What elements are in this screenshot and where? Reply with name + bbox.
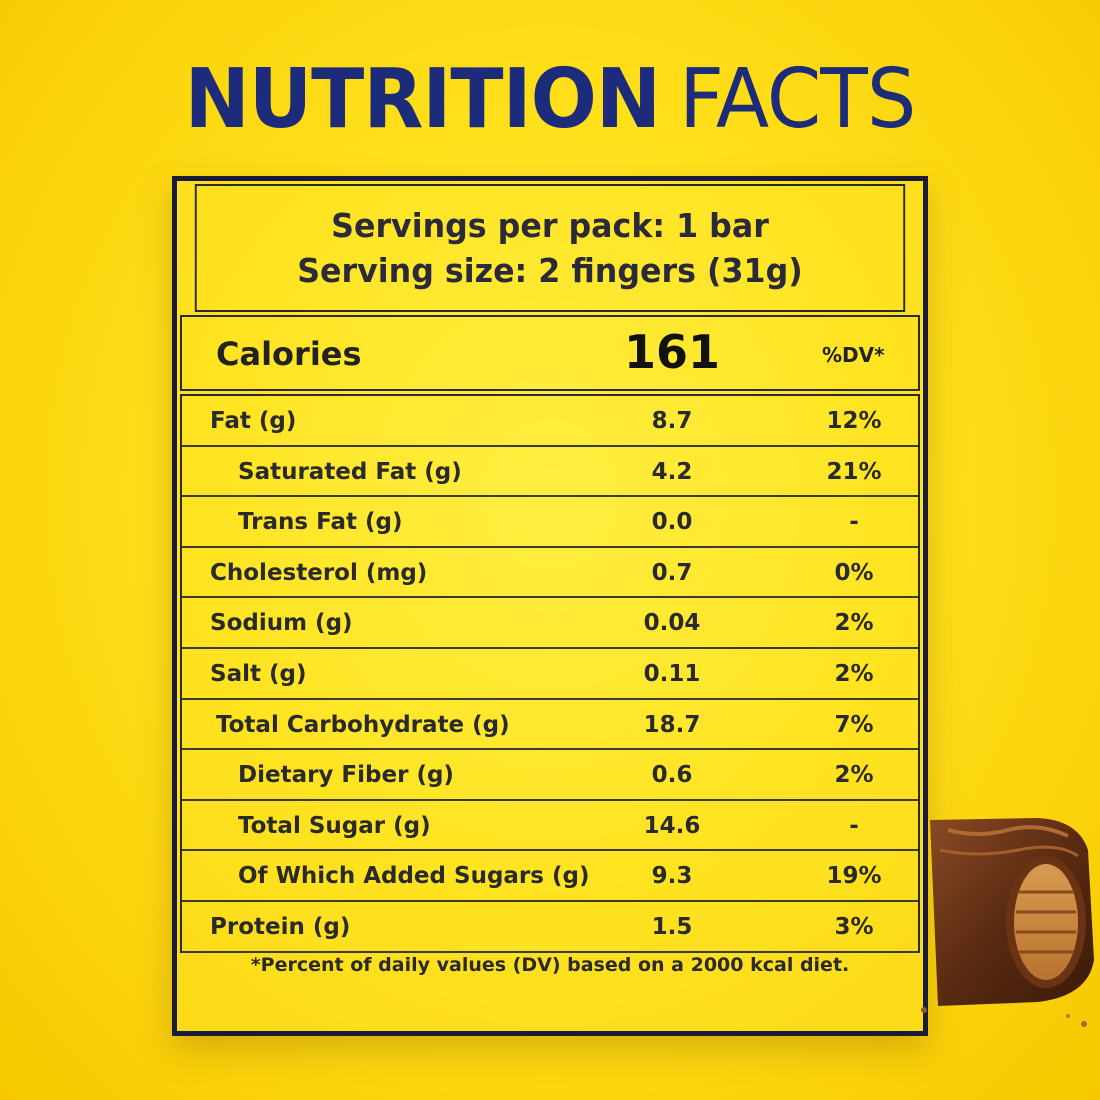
- nutrient-value: 4.2: [651, 458, 693, 485]
- nutrient-name: Of Which Added Sugars (g): [238, 863, 590, 890]
- nutrient-value: 14.6: [643, 812, 701, 839]
- serving-info: Servings per pack: 1 bar Serving size: 2…: [194, 184, 906, 312]
- nutrient-name: Total Carbohydrate (g): [216, 711, 510, 738]
- nutrient-value: 0.04: [643, 610, 701, 637]
- table-row: Dietary Fiber (g) 0.6 2%: [182, 750, 918, 801]
- page-title: NUTRITION FACTS: [28, 52, 1073, 147]
- serving-size: Serving size: 2 fingers (31g): [297, 251, 803, 290]
- calories-row: Calories 161 %DV*: [180, 315, 920, 391]
- table-row: Of Which Added Sugars (g) 9.3 19%: [182, 851, 918, 902]
- nutrient-dv: 12%: [826, 408, 882, 434]
- calories-label: Calories: [216, 335, 362, 373]
- title-word-nutrition: NUTRITION: [184, 52, 661, 147]
- nutrient-rows: Fat (g) 8.7 12% Saturated Fat (g) 4.2 21…: [180, 394, 920, 953]
- nutrient-dv: 2%: [834, 610, 874, 637]
- nutrient-dv: 21%: [826, 458, 882, 485]
- nutrient-name: Total Sugar (g): [238, 812, 431, 839]
- nutrient-dv: 7%: [834, 711, 874, 738]
- nutrient-dv: -: [849, 812, 859, 839]
- table-row: Cholesterol (mg) 0.7 0%: [182, 548, 918, 599]
- nutrient-value: 0.6: [651, 762, 693, 789]
- dv-header: %DV*: [822, 343, 885, 367]
- calories-value: 161: [624, 325, 721, 379]
- title-word-facts: FACTS: [679, 52, 916, 147]
- table-row: Protein (g) 1.5 3%: [182, 902, 918, 953]
- nutrient-name: Saturated Fat (g): [238, 458, 462, 485]
- nutrient-value: 18.7: [643, 711, 701, 738]
- table-row: Total Carbohydrate (g) 18.7 7%: [182, 700, 918, 751]
- nutrient-name: Fat (g): [210, 408, 297, 434]
- nutrient-value: 0.11: [643, 660, 701, 687]
- nutrient-name: Protein (g): [210, 913, 351, 940]
- table-row: Sodium (g) 0.04 2%: [182, 598, 918, 649]
- table-row: Total Sugar (g) 14.6 -: [182, 801, 918, 852]
- nutrition-table: Servings per pack: 1 bar Serving size: 2…: [172, 176, 928, 1036]
- table-row: Saturated Fat (g) 4.2 21%: [182, 447, 918, 498]
- nutrient-value: 0.7: [651, 559, 693, 586]
- table-row: Salt (g) 0.11 2%: [182, 649, 918, 700]
- table-row: Trans Fat (g) 0.0 -: [182, 497, 918, 548]
- nutrient-dv: -: [849, 509, 859, 536]
- nutrient-name: Sodium (g): [210, 610, 353, 637]
- nutrient-value: 1.5: [651, 913, 693, 940]
- table-row: Fat (g) 8.7 12%: [182, 396, 918, 447]
- nutrient-value: 9.3: [651, 863, 693, 890]
- nutrient-name: Salt (g): [210, 660, 307, 687]
- nutrient-dv: 2%: [834, 762, 874, 789]
- nutrient-dv: 19%: [826, 863, 882, 890]
- nutrient-name: Dietary Fiber (g): [238, 762, 454, 789]
- chocolate-bar-image: [921, 818, 1094, 1027]
- nutrient-dv: 2%: [834, 660, 874, 687]
- footnote: *Percent of daily values (DV) based on a…: [250, 954, 850, 976]
- nutrient-value: 0.0: [651, 509, 693, 536]
- nutrient-dv: 0%: [834, 559, 874, 586]
- nutrient-name: Trans Fat (g): [238, 509, 403, 536]
- nutrient-name: Cholesterol (mg): [210, 559, 428, 586]
- nutrient-value: 8.7: [651, 408, 693, 434]
- nutrient-dv: 3%: [834, 913, 874, 940]
- servings-per-pack: Servings per pack: 1 bar: [331, 206, 769, 245]
